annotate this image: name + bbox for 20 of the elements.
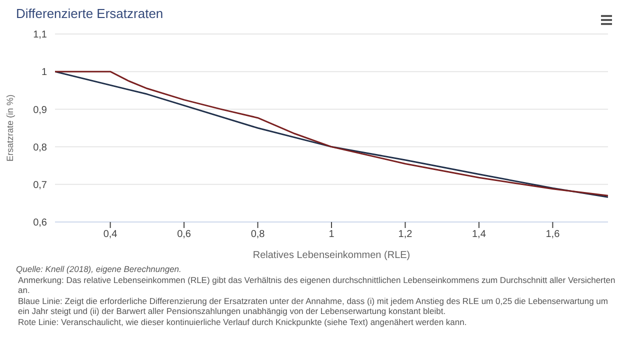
- y-tick-label: 0,6: [33, 218, 48, 229]
- text: Anmerkung: Das relative Lebenseinkommen (RLE) gibt das Verhältnis des eigenen durchschnittlichen Lebenseinkommens zum Durchschnitt aller Versicherten an.: [17, 274, 616, 296]
- x-tick-label: 1,6: [546, 229, 560, 240]
- x-tick-label: 0,6: [177, 229, 192, 240]
- x-tick-label: 0,4: [103, 229, 118, 240]
- y-tick-label: 1: [41, 67, 48, 78]
- text: Rote Linie: Veranschaulicht, wie dieser kontinuierliche Verlauf durch Knickpunkte (siehe Text) angenähert werden kann.: [17, 316, 468, 327]
- y-axis-title: Ersatzrate (in %): [5, 94, 16, 162]
- x-tick-label: 1,2: [398, 229, 413, 240]
- source-note: Quelle: Knell (2018), eigene Berechnungen.: [16, 264, 182, 274]
- x-tick-label: 1,4: [472, 229, 486, 240]
- y-tick-label: 0,7: [33, 180, 48, 191]
- chart-title: Differenzierte Ersatzraten: [16, 6, 164, 21]
- y-tick-label: 0,8: [33, 142, 48, 154]
- x-axis-title: Relatives Lebenseinkommen (RLE): [252, 250, 410, 261]
- x-tick-label: 0,8: [250, 229, 266, 240]
- text: Blaue Linie: Zeigt die erforderliche Differenzierung der Ersatzraten unter der Annahme, dass (i) mit jedem Anstieg des RLE um 0,25 die Lebenserwartung um ein Jahr steigt und (ii) der Barwert aller Pensionszahlungen unabhängig von der Lebenserwartung konstant bleibt.: [17, 296, 609, 316]
- y-tick-label: 1,1: [33, 30, 48, 41]
- y-tick-label: 0,9: [33, 104, 48, 116]
- x-tick-label: 1: [328, 229, 335, 240]
